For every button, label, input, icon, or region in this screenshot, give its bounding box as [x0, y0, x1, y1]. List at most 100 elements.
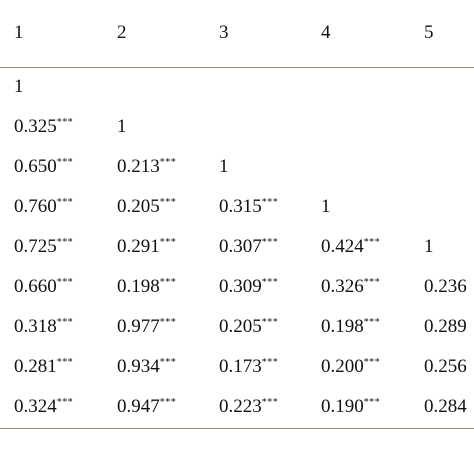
- table-cell: 0.200***: [321, 356, 380, 381]
- cell-value: 0.289: [424, 316, 467, 337]
- significance-stars: ***: [56, 197, 74, 208]
- cell-value: 0.281: [14, 356, 57, 377]
- table-cell: 0.934***: [117, 356, 176, 381]
- table-cell: 0.284: [424, 396, 467, 418]
- significance-stars: ***: [261, 237, 279, 248]
- cell-value: 0.760: [14, 196, 57, 217]
- cell-value: 0.198: [117, 276, 160, 297]
- significance-stars: ***: [159, 317, 177, 328]
- column-header-3: 3: [219, 22, 229, 43]
- cell-value: 1: [219, 156, 229, 177]
- table-cell: 0.324***: [14, 396, 73, 421]
- cell-value: 0.200: [321, 356, 364, 377]
- column-header-1: 1: [14, 22, 24, 43]
- significance-stars: ***: [363, 237, 381, 248]
- significance-stars: ***: [159, 157, 177, 168]
- table-cell: 1: [14, 76, 24, 98]
- significance-stars: ***: [363, 317, 381, 328]
- cell-value: 0.977: [117, 316, 160, 337]
- table-bottom-rule: [0, 428, 474, 429]
- significance-stars: ***: [56, 237, 74, 248]
- table-cell: 1: [321, 196, 331, 218]
- significance-stars: ***: [56, 317, 74, 328]
- table-cell: 1: [219, 156, 229, 178]
- table-cell: 0.424***: [321, 236, 380, 261]
- cell-value: 0.650: [14, 156, 57, 177]
- cell-value: 0.324: [14, 396, 57, 417]
- significance-stars: ***: [363, 397, 381, 408]
- significance-stars: ***: [261, 357, 279, 368]
- table-cell: 0.660***: [14, 276, 73, 301]
- table-cell: 0.315***: [219, 196, 278, 221]
- significance-stars: ***: [56, 277, 74, 288]
- cell-value: 0.291: [117, 236, 160, 257]
- cell-value: 0.725: [14, 236, 57, 257]
- cell-value: 1: [321, 196, 331, 217]
- cell-value: 1: [14, 76, 24, 97]
- table-cell: 0.291***: [117, 236, 176, 261]
- table-cell: 0.205***: [117, 196, 176, 221]
- cell-value: 0.173: [219, 356, 262, 377]
- significance-stars: ***: [159, 277, 177, 288]
- cell-value: 0.424: [321, 236, 364, 257]
- table-cell: 0.256: [424, 356, 467, 378]
- table-cell: 0.650***: [14, 156, 73, 181]
- cell-value: 0.326: [321, 276, 364, 297]
- cell-value: 0.213: [117, 156, 160, 177]
- table-cell: 1: [424, 236, 434, 258]
- significance-stars: ***: [261, 397, 279, 408]
- table-cell: 0.190***: [321, 396, 380, 421]
- cell-value: 0.205: [219, 316, 262, 337]
- cell-value: 0.256: [424, 356, 467, 377]
- cell-value: 0.660: [14, 276, 57, 297]
- cell-value: 0.307: [219, 236, 262, 257]
- table-cell: 0.977***: [117, 316, 176, 341]
- column-header-4: 4: [321, 22, 331, 43]
- cell-value: 1: [117, 116, 127, 137]
- cell-value: 0.947: [117, 396, 160, 417]
- table-cell: 0.198***: [117, 276, 176, 301]
- significance-stars: ***: [56, 157, 74, 168]
- table-cell: 0.236: [424, 276, 467, 298]
- table-cell: 0.325***: [14, 116, 73, 141]
- cell-value: 0.205: [117, 196, 160, 217]
- table-cell: 0.223***: [219, 396, 278, 421]
- significance-stars: ***: [261, 317, 279, 328]
- cell-value: 0.315: [219, 196, 262, 217]
- table-cell: 0.205***: [219, 316, 278, 341]
- significance-stars: ***: [159, 197, 177, 208]
- table-cell: 0.198***: [321, 316, 380, 341]
- table-cell: 0.307***: [219, 236, 278, 261]
- cell-value: 0.236: [424, 276, 467, 297]
- significance-stars: ***: [261, 277, 279, 288]
- cell-value: 0.190: [321, 396, 364, 417]
- cell-value: 0.223: [219, 396, 262, 417]
- cell-value: 0.318: [14, 316, 57, 337]
- cell-value: 0.284: [424, 396, 467, 417]
- cell-value: 1: [424, 236, 434, 257]
- significance-stars: ***: [56, 117, 74, 128]
- table-cell: 0.173***: [219, 356, 278, 381]
- significance-stars: ***: [56, 357, 74, 368]
- table-cell: 0.309***: [219, 276, 278, 301]
- significance-stars: ***: [159, 237, 177, 248]
- cell-value: 0.934: [117, 356, 160, 377]
- column-header-5: 5: [424, 22, 434, 43]
- table-cell: 0.281***: [14, 356, 73, 381]
- table-cell: 1: [117, 116, 127, 138]
- significance-stars: ***: [159, 397, 177, 408]
- cell-value: 0.325: [14, 116, 57, 137]
- table-cell: 0.289: [424, 316, 467, 338]
- table-cell: 0.725***: [14, 236, 73, 261]
- significance-stars: ***: [363, 357, 381, 368]
- significance-stars: ***: [261, 197, 279, 208]
- table-cell: 0.318***: [14, 316, 73, 341]
- cell-value: 0.309: [219, 276, 262, 297]
- significance-stars: ***: [159, 357, 177, 368]
- cell-value: 0.198: [321, 316, 364, 337]
- column-header-2: 2: [117, 22, 127, 43]
- table-cell: 0.947***: [117, 396, 176, 421]
- table-cell: 0.326***: [321, 276, 380, 301]
- table-cell: 0.213***: [117, 156, 176, 181]
